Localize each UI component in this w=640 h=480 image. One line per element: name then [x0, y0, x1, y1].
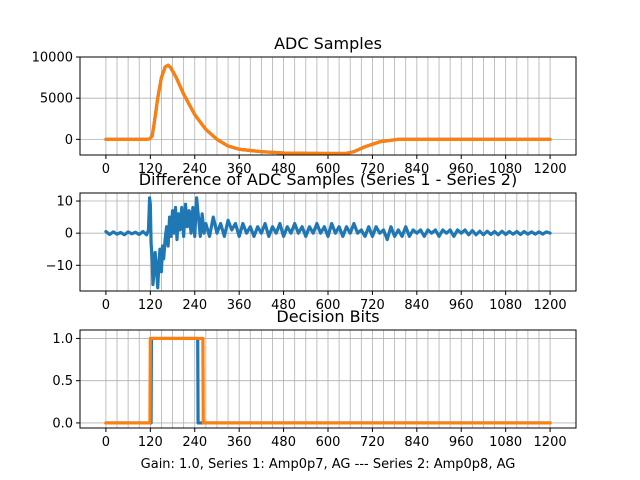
- axis-ticks: 0 120 240 360 480 600 720 840 960 1080 1200 0.0 0.5 1…: [52, 332, 566, 450]
- y-tick-label: 1.0: [52, 332, 73, 347]
- series-line-1: [104, 196, 552, 290]
- x-tick-label: 1200: [534, 162, 567, 177]
- x-tick-label: 480: [271, 298, 296, 313]
- x-tick-label: 1080: [489, 298, 522, 313]
- x-tick-label: 120: [138, 298, 163, 313]
- series-lines: [104, 63, 552, 156]
- y-tick-label: 0.5: [52, 374, 73, 389]
- x-tick-label: 960: [449, 435, 474, 450]
- x-tick-label: 1200: [534, 298, 567, 313]
- series-line-2: [104, 63, 552, 156]
- x-tick-label: 720: [360, 435, 385, 450]
- x-tick-label: 120: [138, 162, 163, 177]
- axis-ticks: 0 120 240 360 480 600 720 840 960 1080 1200 −10 0 10: [46, 195, 567, 313]
- x-tick-label: 1200: [534, 435, 567, 450]
- x-tick-label: 600: [316, 298, 341, 313]
- x-tick-label: 840: [404, 298, 429, 313]
- y-tick-label: 10: [56, 195, 73, 210]
- x-tick-label: 840: [404, 435, 429, 450]
- y-tick-label: 0.0: [52, 416, 73, 431]
- x-tick-label: 1080: [489, 162, 522, 177]
- series-line-2: [104, 336, 552, 425]
- x-tick-label: 720: [360, 162, 385, 177]
- x-tick-label: 360: [227, 435, 252, 450]
- x-tick-label: 240: [182, 298, 207, 313]
- x-tick-label: 480: [271, 435, 296, 450]
- y-tick-label: 10000: [32, 51, 73, 66]
- y-tick-label: 0: [65, 227, 73, 242]
- x-tick-label: 360: [227, 298, 252, 313]
- x-axis-label: Gain: 1.0, Series 1: Amp0p7, AG --- Seri…: [141, 457, 516, 472]
- x-tick-label: 0: [102, 162, 110, 177]
- x-tick-label: 840: [404, 162, 429, 177]
- x-tick-label: 600: [316, 435, 341, 450]
- panel-decision-bits: 0 120 240 360 480 600 720 840 960 1080 1200 0.0 0.5 1…: [52, 307, 577, 450]
- chart-title: Difference of ADC Samples (Series 1 - Se…: [139, 170, 517, 189]
- plot-frame: [79, 329, 577, 429]
- y-tick-label: 5000: [40, 92, 73, 107]
- x-tick-label: 240: [182, 435, 207, 450]
- series-lines: [104, 196, 552, 290]
- x-tick-label: 720: [360, 298, 385, 313]
- chart-title: ADC Samples: [274, 34, 382, 53]
- grid: [80, 330, 576, 428]
- y-tick-label: −10: [46, 259, 73, 274]
- x-tick-label: 960: [449, 298, 474, 313]
- series-lines: [104, 336, 552, 425]
- y-tick-label: 0: [65, 133, 73, 148]
- panel-adc-samples: 0 120 240 360 480 600 720 840 960 1080 1200 0 5000 10…: [32, 34, 577, 178]
- chart-title: Decision Bits: [276, 307, 379, 326]
- x-tick-label: 960: [449, 162, 474, 177]
- panel-difference: 0 120 240 360 480 600 720 840 960 1080 1200−10010 …: [46, 170, 577, 313]
- x-tick-label: 0: [102, 298, 110, 313]
- x-tick-label: 360: [227, 162, 252, 177]
- x-tick-label: 0: [102, 435, 110, 450]
- plot-frame: [79, 192, 577, 292]
- x-tick-label: 480: [271, 162, 296, 177]
- x-tick-label: 240: [182, 162, 207, 177]
- x-tick-label: 120: [138, 435, 163, 450]
- x-tick-label: 600: [316, 162, 341, 177]
- plot-frame: [79, 56, 577, 156]
- axis-ticks: 0 120 240 360 480 600 720 840 960 1080 1200 0 5000 10…: [32, 51, 567, 178]
- x-tick-label: 1080: [489, 435, 522, 450]
